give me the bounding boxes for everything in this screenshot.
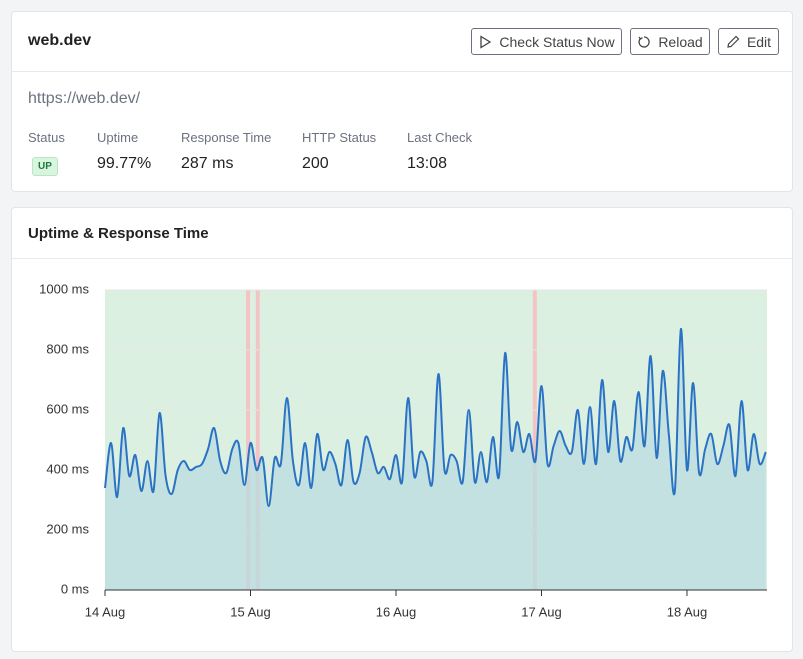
status-badge: UP	[32, 157, 58, 176]
x-tick-label: 16 Aug	[376, 604, 417, 619]
x-tick-label: 15 Aug	[230, 604, 271, 619]
button-label: Edit	[746, 33, 772, 50]
response-line	[104, 327, 767, 508]
y-tick-label: 200 ms	[46, 521, 89, 536]
monitor-url[interactable]: https://web.dev/	[28, 90, 141, 107]
play-icon	[480, 34, 492, 49]
downtime-band	[532, 290, 537, 590]
stat-value: 200	[302, 155, 329, 172]
stat-label: Last Check	[407, 130, 473, 145]
x-tick-label: 18 Aug	[667, 604, 708, 619]
stat-value: 287 ms	[181, 155, 234, 172]
button-label: Check Status Now	[499, 33, 615, 50]
card-header: web.dev Check Status Now Reload Edit	[12, 12, 792, 72]
y-tick-label: 800 ms	[46, 341, 89, 356]
stat-label: Response Time	[181, 130, 272, 145]
x-tick-label: 14 Aug	[85, 604, 126, 619]
stat-value: 13:08	[407, 155, 448, 172]
chart-title: Uptime & Response Time	[28, 225, 209, 242]
card-header: Uptime & Response Time	[12, 208, 792, 259]
reload-button[interactable]: Reload	[630, 28, 710, 55]
stat-label: Uptime	[97, 130, 139, 145]
button-label: Reload	[658, 33, 703, 50]
pencil-icon	[727, 35, 740, 48]
stat-label: HTTP Status	[302, 130, 377, 145]
y-tick-label: 1000 ms	[39, 281, 89, 296]
x-tick-label: 17 Aug	[521, 604, 562, 619]
monitor-card: web.dev Check Status Now Reload Edit htt…	[11, 11, 793, 192]
downtime-band	[246, 290, 251, 590]
edit-button[interactable]: Edit	[718, 28, 779, 55]
downtime-band	[255, 290, 260, 590]
stat-label: Status	[28, 130, 65, 145]
y-tick-label: 600 ms	[46, 401, 89, 416]
stat-value: 99.77%	[97, 155, 152, 172]
reload-icon	[638, 35, 650, 48]
y-tick-label: 400 ms	[46, 461, 89, 476]
chart: 0 ms 200 ms 400 ms 600 ms 800 ms 1000 ms 14 Au…	[39, 281, 767, 619]
monitor-title: web.dev	[28, 32, 92, 49]
check-status-button[interactable]: Check Status Now	[471, 28, 622, 55]
y-tick-label: 0 ms	[61, 581, 90, 596]
chart-card: Uptime & Response Time 0 ms 200 ms 400 ms 6…	[11, 207, 793, 652]
